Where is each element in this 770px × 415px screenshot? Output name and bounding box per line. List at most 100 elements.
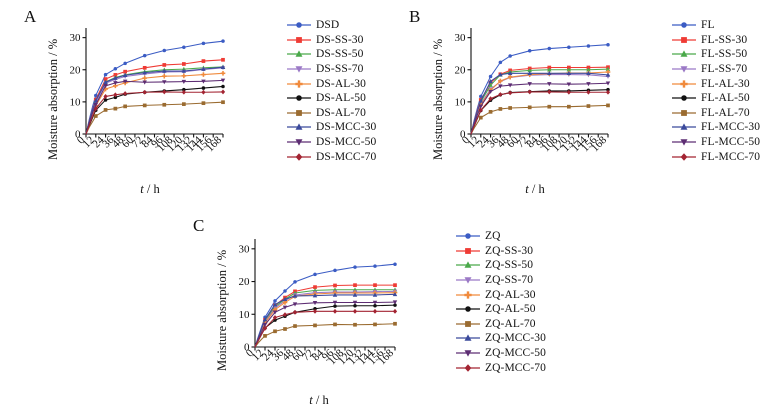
legend-marker-icon xyxy=(455,302,481,316)
legend-marker-icon xyxy=(671,18,697,32)
x-axis-label-b: t / h xyxy=(455,182,615,197)
legend-marker-icon xyxy=(455,244,481,258)
series-line xyxy=(254,291,398,348)
legend-item-label: DS-MCC-50 xyxy=(316,136,377,149)
legend-item-ds-ss-50[interactable]: DS-SS-50 xyxy=(286,47,376,62)
legend-item-fl[interactable]: FL xyxy=(671,18,760,33)
legend-item-dsd[interactable]: DSD xyxy=(286,18,376,33)
x-axis-variable: t xyxy=(140,182,144,196)
legend-item-label: DS-MCC-30 xyxy=(316,121,377,134)
series-line xyxy=(85,39,225,135)
legend-item-ds-mcc-70[interactable]: DS-MCC-70 xyxy=(286,149,376,164)
series-line xyxy=(470,42,610,135)
chart-svg-C: 0102030012243648607284961081201321441561… xyxy=(239,239,398,367)
y-tick-label: 10 xyxy=(239,309,251,321)
legend-item-zq-ss-70[interactable]: ZQ-SS-70 xyxy=(455,273,546,288)
legend-item-label: ZQ xyxy=(485,230,501,243)
legend-item-fl-ss-70[interactable]: FL-SS-70 xyxy=(671,62,760,77)
legend-item-label: DS-SS-70 xyxy=(316,63,364,76)
legend-item-fl-mcc-50[interactable]: FL-MCC-50 xyxy=(671,135,760,150)
legend-item-fl-mcc-30[interactable]: FL-MCC-30 xyxy=(671,120,760,135)
legend-item-label: ZQ-MCC-50 xyxy=(485,347,546,360)
legend-item-ds-al-70[interactable]: DS-AL-70 xyxy=(286,106,376,121)
y-tick-label: 10 xyxy=(70,96,82,108)
legend-marker-icon xyxy=(286,150,312,164)
legend-a: DSD DS-SS-30 DS-SS-50 DS-SS-70 DS-AL-30 DS-AL… xyxy=(286,18,376,164)
legend-item-label: DS-MCC-70 xyxy=(316,150,377,163)
legend-item-ds-mcc-50[interactable]: DS-MCC-50 xyxy=(286,135,376,150)
legend-item-label: ZQ-AL-50 xyxy=(485,303,536,316)
series-line xyxy=(85,89,226,135)
series-line xyxy=(254,308,398,348)
legend-item-fl-ss-30[interactable]: FL-SS-30 xyxy=(671,33,760,48)
legend-item-zq-al-50[interactable]: ZQ-AL-50 xyxy=(455,302,546,317)
x-axis-unit: / h xyxy=(143,182,160,196)
legend-item-fl-al-50[interactable]: FL-AL-50 xyxy=(671,91,760,106)
legend-item-label: FL-AL-30 xyxy=(701,77,750,90)
series-line xyxy=(85,64,226,135)
legend-item-ds-mcc-30[interactable]: DS-MCC-30 xyxy=(286,120,376,135)
legend-marker-icon xyxy=(671,120,697,134)
legend-marker-icon xyxy=(671,77,697,91)
legend-item-zq-mcc-30[interactable]: ZQ-MCC-30 xyxy=(455,331,546,346)
legend-item-ds-ss-30[interactable]: DS-SS-30 xyxy=(286,33,376,48)
legend-item-label: FL-AL-50 xyxy=(701,92,750,105)
legend-item-zq[interactable]: ZQ xyxy=(455,229,546,244)
legend-marker-icon xyxy=(455,346,481,360)
legend-marker-icon xyxy=(455,273,481,287)
series-line xyxy=(254,300,398,348)
y-tick-label: 0 xyxy=(460,129,466,141)
y-tick-label: 10 xyxy=(455,96,467,108)
legend-marker-icon xyxy=(671,91,697,105)
series-line xyxy=(254,321,397,348)
legend-item-label: FL-SS-50 xyxy=(701,48,748,61)
legend-item-zq-ss-50[interactable]: ZQ-SS-50 xyxy=(455,258,546,273)
legend-item-zq-al-30[interactable]: ZQ-AL-30 xyxy=(455,287,546,302)
legend-item-ds-ss-70[interactable]: DS-SS-70 xyxy=(286,62,376,77)
legend-marker-icon xyxy=(286,18,312,32)
panel-letter-a: A xyxy=(24,7,37,26)
legend-marker-icon xyxy=(455,331,481,345)
legend-marker-icon xyxy=(286,135,312,149)
legend-marker-icon xyxy=(671,47,697,61)
legend-item-label: DS-AL-30 xyxy=(316,77,366,90)
legend-item-zq-mcc-50[interactable]: ZQ-MCC-50 xyxy=(455,346,546,361)
chart-svg-A: 0102030012243648607284961081201321441561… xyxy=(70,28,226,154)
x-axis-unit: / h xyxy=(528,182,545,196)
legend-item-ds-al-50[interactable]: DS-AL-50 xyxy=(286,91,376,106)
legend-marker-icon xyxy=(671,33,697,47)
legend-marker-icon xyxy=(455,317,481,331)
legend-marker-icon xyxy=(286,120,312,134)
legend-item-zq-mcc-70[interactable]: ZQ-MCC-70 xyxy=(455,360,546,375)
y-tick-label: 20 xyxy=(239,276,251,288)
legend-item-ds-al-30[interactable]: DS-AL-30 xyxy=(286,76,376,91)
legend-item-label: ZQ-SS-70 xyxy=(485,274,534,287)
legend-marker-icon xyxy=(671,150,697,164)
legend-item-label: ZQ-AL-70 xyxy=(485,317,536,330)
plot-area-b: 0 10 20 30 0 12 24 36 48 60 72 84 96 108 120 132 144 156 1… xyxy=(447,22,612,180)
legend-marker-icon xyxy=(455,361,481,375)
x-axis-variable: t xyxy=(525,182,529,196)
legend-marker-icon xyxy=(286,77,312,91)
legend-item-fl-mcc-70[interactable]: FL-MCC-70 xyxy=(671,149,760,164)
legend-marker-icon xyxy=(286,91,312,105)
legend-item-label: DS-AL-50 xyxy=(316,92,366,105)
legend-item-fl-al-30[interactable]: FL-AL-30 xyxy=(671,76,760,91)
series-line xyxy=(85,78,226,135)
x-axis-variable: t xyxy=(309,393,313,407)
plot-area-c: 0 10 20 30 0 12 24 36 48 60 72 84 96 108 120 132 144 156 1… xyxy=(231,233,399,393)
legend-item-zq-al-70[interactable]: ZQ-AL-70 xyxy=(455,317,546,332)
plot-area-a: 0 10 20 30 0 12 24 36 48 60 72 84 96 108 120 132 144 156 1… xyxy=(62,22,227,180)
series-line xyxy=(85,100,225,135)
legend-item-fl-al-70[interactable]: FL-AL-70 xyxy=(671,106,760,121)
legend-marker-icon xyxy=(671,62,697,76)
y-tick-label: 20 xyxy=(455,64,467,76)
panel-b: B Moisture absorption / % 0 10 20 30 0 12 24 36… xyxy=(385,0,770,205)
legend-item-fl-ss-50[interactable]: FL-SS-50 xyxy=(671,47,760,62)
legend-marker-icon xyxy=(455,258,481,272)
y-axis-label-b: Moisture absorption / % xyxy=(431,38,445,160)
legend-item-zq-ss-30[interactable]: ZQ-SS-30 xyxy=(455,244,546,259)
y-tick-label: 30 xyxy=(239,243,251,255)
series-line xyxy=(470,81,611,135)
legend-item-label: DS-AL-70 xyxy=(316,106,366,119)
